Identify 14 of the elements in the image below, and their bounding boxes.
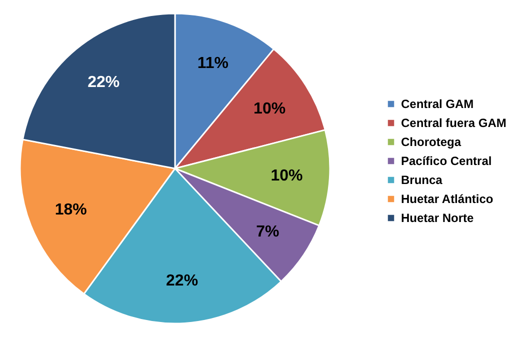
data-label: 11% xyxy=(197,55,229,72)
legend-label: Brunca xyxy=(401,173,443,187)
data-label: 10% xyxy=(270,168,303,185)
legend-label: Huetar Atlántico xyxy=(401,192,494,206)
legend-label: Central fuera GAM xyxy=(401,116,506,130)
data-label: 22% xyxy=(88,74,120,92)
data-label: 22% xyxy=(166,272,198,290)
legend-label: Huetar Norte xyxy=(401,211,474,225)
data-label: 10% xyxy=(254,100,286,118)
legend-label: Chorotega xyxy=(401,135,462,149)
legend-label: Pacífico Central xyxy=(401,154,492,168)
data-label: 7% xyxy=(256,223,280,240)
legend-label: Central GAM xyxy=(401,97,474,111)
data-label: 18% xyxy=(54,202,87,219)
